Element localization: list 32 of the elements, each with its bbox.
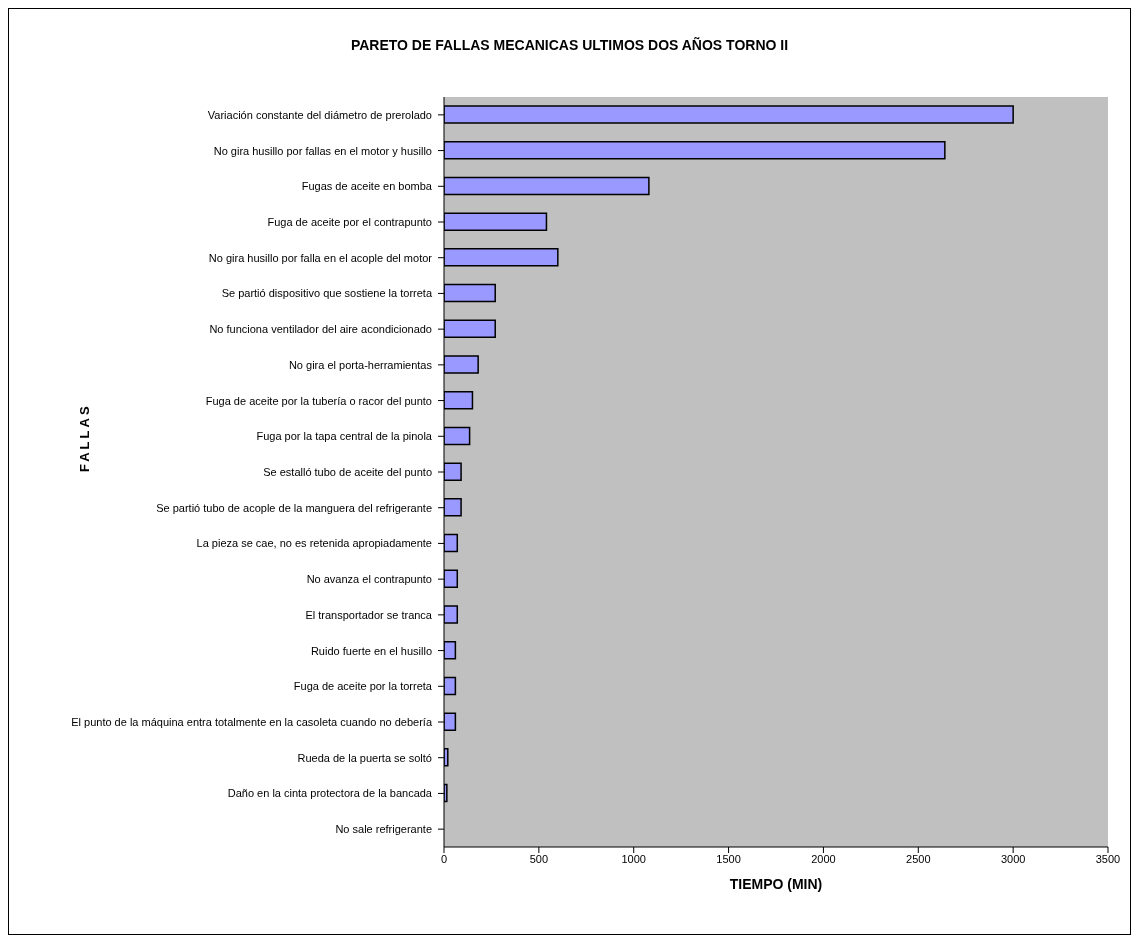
y-tick-label: No funciona ventilador del aire acondicionado <box>209 323 432 336</box>
y-tick-label: Fuga de aceite por la tubería o racor del punto <box>205 394 432 407</box>
x-tick-label: 3500 <box>1095 852 1121 865</box>
y-tick-label: Fuga de aceite por el contrapunto <box>267 216 432 228</box>
x-axis-title: TIEMPO (MIN) <box>729 876 823 892</box>
y-tick-label: Se partió tubo de acople de la manguera del refrigerante <box>156 501 432 514</box>
y-tick-label: Ruido fuerte en el husillo <box>310 644 432 657</box>
y-tick-label: No gira husillo por falla en el acople del motor <box>208 251 433 264</box>
x-tick-label: 3000 <box>1000 852 1026 865</box>
y-tick-label: Fuga de aceite por la torreta <box>293 680 433 693</box>
y-tick-label: La pieza se cae, no es retenida apropiadamente <box>196 537 432 550</box>
y-tick-label: Daño en la cinta protectora de la bancada <box>227 787 433 800</box>
y-tick-label: Fuga por la tapa central de la pinola <box>256 430 433 443</box>
y-tick-label: No sale refrigerante <box>335 823 432 836</box>
chart-title: PARETO DE FALLAS MECANICAS ULTIMOS DOS AÑOS TORNO II <box>349 37 790 55</box>
y-axis-title: FALLAS <box>76 403 92 472</box>
y-tick-label: Se partió dispositivo que sostiene la torreta <box>221 287 433 300</box>
y-tick-label: El transportador se tranca <box>305 608 433 621</box>
x-tick-label: 1000 <box>621 852 646 865</box>
x-tick-label: 0 <box>440 852 448 865</box>
y-tick-label: Se estalló tubo de aceite del punto <box>263 466 432 478</box>
y-tick-label: No avanza el contrapunto <box>306 573 432 586</box>
y-tick-label: Variación constante del diámetro de prerolado <box>207 108 432 121</box>
x-tick-label: 2000 <box>811 852 836 865</box>
y-tick-label: Fugas de aceite en bomba <box>301 180 433 193</box>
y-tick-label: No gira husillo por fallas en el motor y husillo <box>213 144 432 157</box>
y-tick-label: Rueda de la puerta se soltó <box>297 751 432 764</box>
y-tick-label: El punto de la máquina entra totalmente en la casoleta cuando no debería <box>71 716 433 728</box>
x-tick-label: 500 <box>529 852 549 865</box>
x-tick-label: 1500 <box>716 852 741 865</box>
x-tick-label: 2500 <box>906 852 931 865</box>
y-tick-label: No gira el porta-herramientas <box>288 358 433 371</box>
